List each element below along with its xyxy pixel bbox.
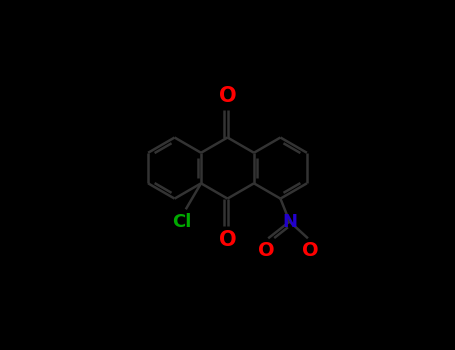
- Text: O: O: [219, 86, 236, 106]
- Text: Cl: Cl: [172, 214, 192, 231]
- Text: O: O: [303, 241, 319, 260]
- Text: O: O: [258, 241, 275, 260]
- Text: O: O: [219, 230, 236, 250]
- Text: N: N: [283, 212, 298, 231]
